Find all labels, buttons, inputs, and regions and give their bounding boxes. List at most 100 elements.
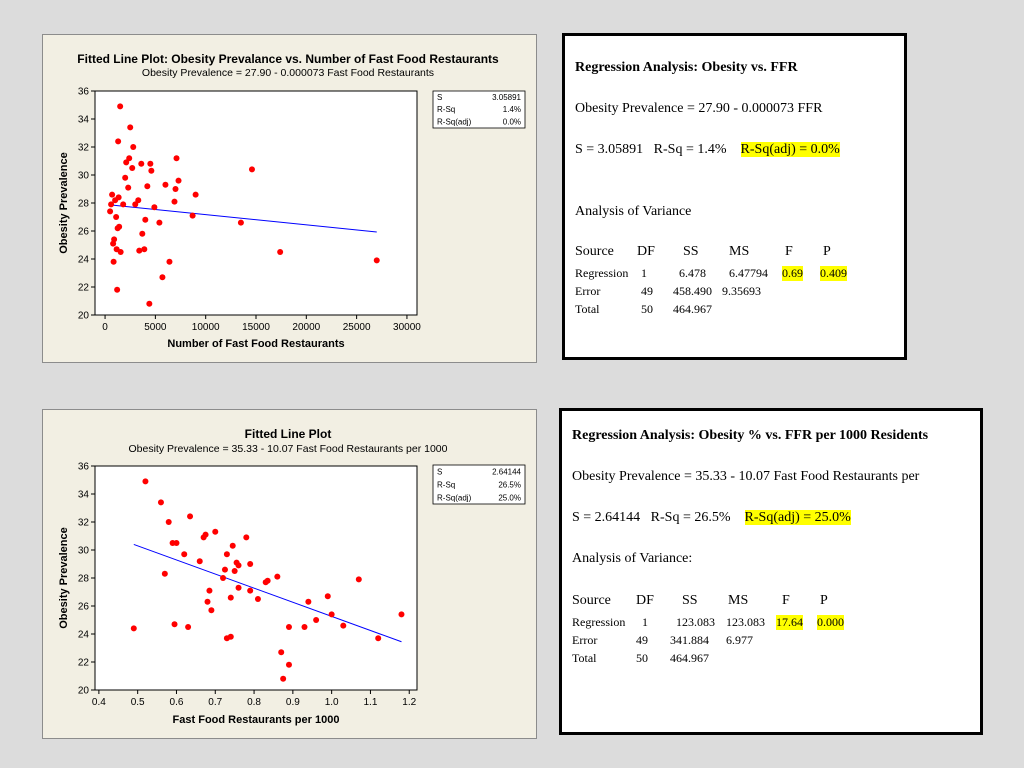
data-point — [254, 596, 261, 602]
anova-header-source: Source — [575, 244, 614, 259]
data-point — [108, 201, 115, 208]
anova-title: Analysis of Variance: — [572, 551, 693, 566]
data-point — [375, 635, 382, 642]
y-tick-label: 22 — [78, 658, 90, 669]
data-point — [142, 478, 149, 485]
data-point — [166, 258, 173, 265]
data-point — [113, 214, 120, 220]
y-tick-label: 36 — [78, 462, 90, 473]
x-tick-label: 25000 — [343, 322, 371, 333]
data-point — [142, 216, 149, 223]
data-point — [136, 247, 143, 254]
data-point — [109, 191, 116, 198]
anova-cell: 6.977 — [726, 633, 753, 647]
stats-label: S — [437, 467, 442, 476]
data-point — [280, 675, 287, 682]
stats-value: 3.05891 — [492, 93, 521, 102]
anova-cell-f-highlight: 0.69 — [782, 266, 803, 281]
data-point — [274, 573, 281, 580]
anova-cell: Regression — [575, 266, 629, 280]
y-tick-label: 26 — [78, 227, 90, 238]
anova-cell: 123.083 — [726, 615, 765, 629]
data-point — [138, 160, 145, 167]
data-point — [146, 300, 153, 307]
data-point — [148, 167, 155, 174]
anova-cell: 464.967 — [673, 302, 712, 316]
y-axis-label: Obesity Prevalence — [58, 152, 70, 254]
data-point — [189, 212, 196, 219]
x-tick-label: 0.5 — [131, 697, 145, 708]
anova-header-ss: SS — [682, 593, 698, 608]
data-point — [373, 257, 380, 264]
data-point — [227, 633, 234, 640]
anova-cell-p-highlight: 0.000 — [817, 615, 844, 630]
anova-cell: 6.47794 — [729, 266, 768, 280]
data-point — [111, 236, 118, 243]
x-tick-label: 0.8 — [247, 697, 261, 708]
y-tick-label: 28 — [78, 574, 90, 585]
regression-stats: S = 2.64144 R-Sq = 26.5% R-Sq(adj) = 25.… — [572, 510, 851, 526]
data-point — [328, 611, 335, 618]
data-point — [107, 208, 114, 215]
stats-value: 26.5% — [498, 480, 521, 489]
regression-box-ffr-per-1000: Regression Analysis: Obesity % vs. FFR p… — [559, 408, 983, 735]
stats-highlight: R-Sq(adj) = 0.0% — [740, 142, 840, 157]
fitted-line — [133, 543, 402, 643]
data-point — [285, 624, 292, 630]
y-tick-label: 20 — [78, 686, 90, 697]
regression-stats: S = 3.05891 R-Sq = 1.4% R-Sq(adj) = 0.0% — [575, 142, 840, 158]
data-point — [147, 160, 154, 167]
data-point — [157, 499, 164, 506]
anova-cell: Error — [575, 284, 601, 298]
y-tick-label: 32 — [78, 143, 90, 154]
anova-cell: 1 — [642, 615, 648, 629]
anova-cell-p-highlight: 0.409 — [820, 266, 847, 281]
y-tick-label: 24 — [78, 255, 90, 266]
anova-cell: 458.490 — [673, 284, 712, 298]
stats-value: 2.64144 — [492, 467, 521, 476]
data-point — [247, 587, 254, 594]
data-point — [243, 534, 250, 541]
x-tick-label: 20000 — [292, 322, 320, 333]
y-axis-label: Obesity Prevalence — [58, 527, 70, 629]
data-point — [156, 219, 163, 226]
data-point — [355, 576, 362, 583]
data-point — [220, 575, 227, 581]
data-point — [115, 194, 122, 201]
data-point — [212, 528, 219, 535]
y-tick-label: 30 — [78, 171, 90, 182]
stats-label: R-Sq — [437, 480, 455, 489]
data-point — [162, 181, 169, 188]
scatter-chart-ffr-per-1000: Fitted Line Plot Obesity Prevalence = 35.… — [58, 427, 526, 726]
anova-cell: 50 — [641, 302, 653, 316]
stats-value: 25.0% — [498, 493, 521, 502]
data-point — [248, 166, 255, 173]
data-point — [231, 568, 238, 574]
data-point — [171, 621, 178, 628]
plot-area — [94, 90, 418, 316]
data-point — [221, 566, 228, 573]
stats-label: S — [437, 93, 442, 102]
stats-value: 0.0% — [503, 118, 521, 127]
data-point — [159, 274, 166, 281]
x-tick-label: 0 — [102, 322, 108, 333]
data-point — [398, 611, 405, 618]
data-point — [235, 562, 242, 569]
data-point — [277, 249, 284, 255]
data-point — [115, 138, 122, 145]
y-tick-label: 22 — [78, 283, 90, 294]
data-point — [117, 103, 124, 110]
data-point — [172, 186, 179, 192]
regression-equation: Obesity Prevalence = 35.33 - 10.07 Fast … — [572, 469, 920, 484]
anova-table: Source DF SS MS F P Regression 1 123.083… — [572, 593, 892, 673]
data-point — [204, 598, 211, 605]
stats-value: 1.4% — [503, 105, 521, 114]
x-tick-label: 1.2 — [402, 697, 416, 708]
data-point — [165, 519, 172, 525]
anova-header-p: P — [820, 593, 828, 608]
data-point — [340, 622, 347, 629]
regression-title: Regression Analysis: Obesity vs. FFR — [575, 60, 798, 75]
stats-box — [432, 464, 526, 505]
x-tick-label: 1.0 — [325, 697, 339, 708]
stats-box — [432, 90, 526, 129]
